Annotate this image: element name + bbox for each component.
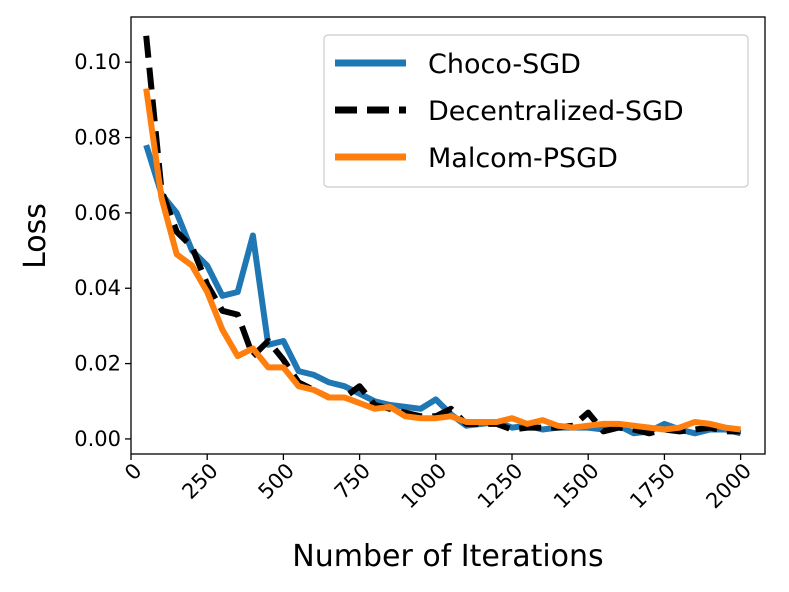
x-axis: 0 250 500 750 1000 1250 1500 1750 2000	[120, 454, 756, 513]
x-axis-title: Number of Iterations	[292, 539, 603, 574]
legend-label-choco-sgd: Choco-SGD	[428, 49, 581, 80]
y-tick-label: 0.04	[74, 276, 121, 300]
y-tick-label: 0.08	[74, 126, 121, 150]
y-axis-title: Loss	[18, 203, 53, 269]
y-axis: 0.00 0.02 0.04 0.06 0.08 0.10	[74, 50, 131, 451]
x-tick-label: 750	[330, 459, 375, 504]
x-tick-label: 250	[177, 459, 222, 504]
y-tick-label: 0.10	[74, 50, 121, 74]
series-layer	[143, 35, 742, 437]
y-tick-label: 0.00	[74, 427, 121, 451]
plot-area-frame	[130, 16, 766, 455]
x-tick-label: 2000	[701, 459, 756, 514]
legend: Choco-SGD Decentralized-SGD Malcom-PSGD	[323, 34, 749, 188]
series-line-choco-sgd	[143, 144, 742, 437]
x-tick-label: 500	[254, 459, 299, 504]
series-line-malcom-psgd	[143, 88, 741, 433]
x-tick-label: 1250	[473, 459, 528, 514]
legend-box	[323, 34, 749, 188]
x-tick-label: 1500	[549, 459, 604, 514]
series-line-decentralized-sgd	[143, 35, 741, 437]
legend-label-malcom-psgd: Malcom-PSGD	[428, 143, 618, 174]
x-tick-label: 1750	[625, 459, 680, 514]
y-tick-label: 0.02	[74, 352, 121, 376]
x-tick-label: 1000	[397, 459, 452, 514]
legend-label-decentralized-sgd: Decentralized-SGD	[428, 96, 684, 127]
y-tick-label: 0.06	[74, 201, 121, 225]
x-tick-label: 0	[120, 459, 146, 485]
